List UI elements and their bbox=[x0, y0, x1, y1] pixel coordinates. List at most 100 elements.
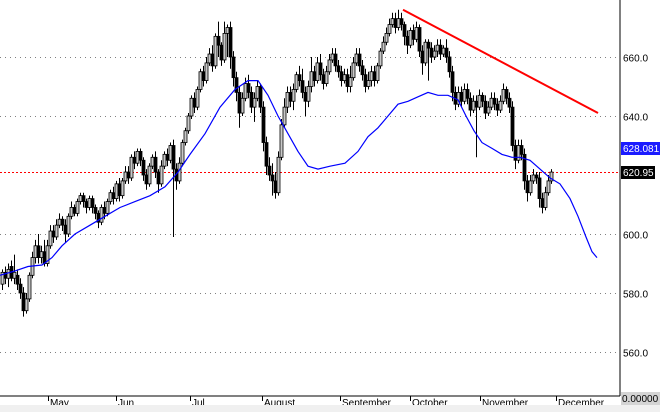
candle-body-down bbox=[288, 92, 293, 102]
candle bbox=[174, 163, 179, 190]
candle-body-up bbox=[381, 41, 386, 52]
candle bbox=[504, 86, 509, 105]
candle bbox=[147, 163, 152, 187]
candle bbox=[225, 24, 230, 57]
candle bbox=[513, 139, 518, 170]
candle-body-down bbox=[438, 44, 443, 55]
candle-body-down bbox=[237, 92, 242, 114]
candle-body-up bbox=[12, 271, 17, 279]
candle-body-up bbox=[327, 59, 332, 73]
candle-body-down bbox=[201, 71, 206, 81]
candle-body-up bbox=[309, 71, 314, 87]
candle-body-up bbox=[225, 27, 230, 34]
candle bbox=[357, 48, 362, 72]
candle bbox=[114, 180, 119, 202]
candle bbox=[21, 287, 26, 317]
candle-body-down bbox=[90, 198, 95, 208]
candle-body-down bbox=[333, 53, 338, 67]
candle-body-up bbox=[252, 97, 257, 108]
candle-body-down bbox=[510, 106, 515, 146]
candle-body-up bbox=[213, 35, 218, 67]
candle bbox=[234, 71, 239, 102]
candle-body-up bbox=[180, 142, 185, 164]
candle bbox=[27, 272, 32, 302]
candle-body-down bbox=[534, 174, 539, 179]
candle-body-up bbox=[162, 153, 167, 167]
candle bbox=[168, 142, 173, 164]
x-tick-label: May bbox=[50, 398, 69, 409]
candle bbox=[189, 95, 194, 119]
candle-body-up bbox=[120, 180, 125, 197]
candle-body-down bbox=[132, 156, 137, 164]
x-tick-label: Jun bbox=[118, 398, 134, 409]
candle-body-down bbox=[336, 65, 341, 73]
candle-body-up bbox=[204, 62, 209, 82]
candle bbox=[363, 68, 368, 93]
candle-body-down bbox=[303, 92, 308, 102]
candle-body-down bbox=[444, 47, 449, 58]
candle-body-down bbox=[339, 71, 344, 81]
candle-body-up bbox=[150, 156, 155, 167]
y-tick-label: 600.0 bbox=[623, 231, 648, 242]
candle bbox=[6, 263, 11, 288]
candle bbox=[501, 83, 506, 105]
candle bbox=[528, 175, 533, 196]
candle-body-down bbox=[393, 18, 398, 28]
candle bbox=[342, 68, 347, 84]
candle bbox=[387, 18, 392, 37]
candle-body-down bbox=[312, 71, 317, 81]
candle bbox=[402, 21, 407, 46]
candle-body-up bbox=[87, 198, 92, 208]
candle bbox=[519, 139, 524, 161]
candle bbox=[219, 42, 224, 66]
grid-lines bbox=[0, 57, 620, 353]
candle-body-up bbox=[435, 44, 440, 52]
candle bbox=[246, 74, 251, 99]
candle bbox=[318, 54, 323, 81]
candle-body-up bbox=[27, 274, 32, 300]
x-tick-label: December bbox=[558, 398, 605, 409]
candle bbox=[186, 113, 191, 134]
candle bbox=[135, 148, 140, 167]
candle-body-down bbox=[492, 97, 497, 105]
candle-body-up bbox=[396, 18, 401, 28]
candle bbox=[375, 62, 380, 84]
candle bbox=[105, 198, 110, 217]
candle-body-up bbox=[306, 86, 311, 102]
ma-price-label-bg bbox=[621, 142, 660, 155]
candle bbox=[180, 139, 185, 167]
candle-body-down bbox=[465, 89, 470, 99]
x-axis-ticks: May Jun Jul August September October November D… bbox=[48, 396, 605, 409]
resistance-trendline bbox=[402, 8, 599, 114]
candle-body-up bbox=[123, 171, 128, 182]
candle-body-down bbox=[156, 171, 161, 185]
x-tick-label: Jul bbox=[192, 398, 205, 409]
candle-body-down bbox=[402, 24, 407, 37]
candle-body-up bbox=[69, 207, 74, 217]
candle bbox=[279, 118, 284, 161]
candle bbox=[498, 95, 503, 114]
candle bbox=[468, 92, 473, 116]
candle bbox=[486, 101, 491, 116]
candle-body-down bbox=[165, 153, 170, 161]
candle-body-down bbox=[417, 27, 422, 52]
candle-body-down bbox=[15, 274, 20, 285]
candle bbox=[339, 65, 344, 87]
candle bbox=[165, 148, 170, 167]
candle bbox=[414, 21, 419, 43]
candle-body-up bbox=[240, 97, 245, 114]
candle bbox=[264, 136, 269, 175]
candle bbox=[171, 139, 176, 237]
candle bbox=[69, 201, 74, 220]
candle-body-down bbox=[513, 145, 518, 161]
candle bbox=[438, 39, 443, 60]
bottom-strip bbox=[0, 405, 660, 412]
candle-body-down bbox=[72, 207, 77, 214]
candle bbox=[213, 33, 218, 69]
candle-body-down bbox=[297, 74, 302, 81]
candle-body-up bbox=[135, 150, 140, 164]
candle bbox=[444, 39, 449, 63]
candle-body-up bbox=[441, 47, 446, 55]
candle bbox=[396, 9, 401, 31]
